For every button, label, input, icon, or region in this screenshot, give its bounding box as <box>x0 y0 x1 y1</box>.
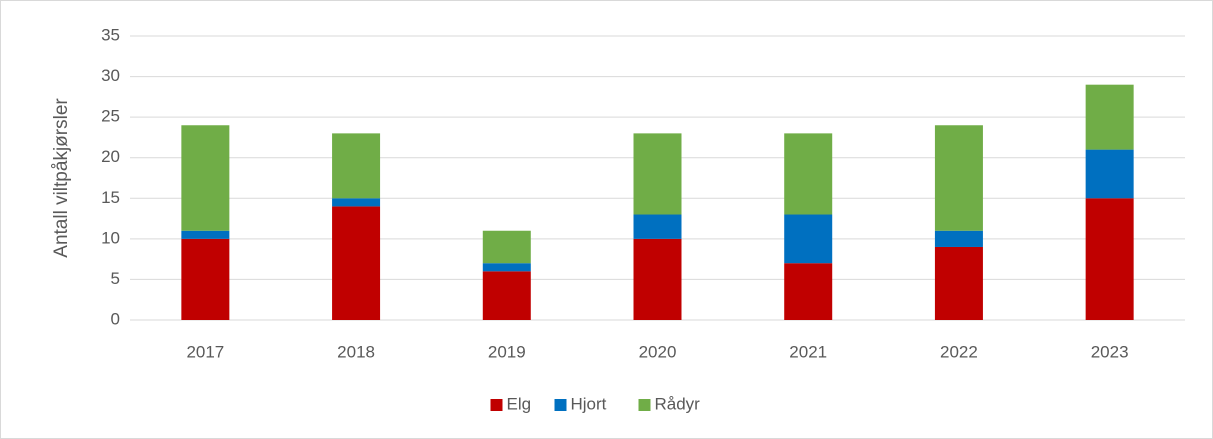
bar-segment <box>934 246 983 320</box>
y-tick-label: 25 <box>101 107 120 126</box>
bar-segment <box>1085 149 1134 199</box>
x-tick-label: 2023 <box>1091 342 1129 361</box>
bar-segment <box>181 230 230 239</box>
bar-segment <box>1085 84 1134 150</box>
x-tick-label: 2022 <box>940 342 978 361</box>
x-tick-label: 2019 <box>488 342 526 361</box>
legend-swatch <box>490 399 503 411</box>
bar-segment <box>633 214 682 239</box>
x-tick-label: 2020 <box>639 342 677 361</box>
y-tick-label: 20 <box>101 147 120 166</box>
x-tick-label: 2018 <box>337 342 375 361</box>
legend-swatch <box>554 399 567 411</box>
legend-label: Rådyr <box>655 394 701 413</box>
bar-segment <box>934 125 983 231</box>
bar-segment <box>332 206 381 320</box>
bar-segment <box>482 263 531 272</box>
y-axis-label: Antall viltpåkjørsler <box>51 98 72 258</box>
x-tick-label: 2017 <box>186 342 224 361</box>
bar-segment <box>784 133 833 215</box>
bar-segment <box>633 133 682 215</box>
legend-label: Hjort <box>571 394 607 413</box>
bar-segment <box>332 198 381 207</box>
y-tick-label: 10 <box>101 228 120 247</box>
legend-label: Elg <box>507 394 532 413</box>
bar-segment <box>784 214 833 264</box>
bar-segment <box>633 238 682 320</box>
bar-segment <box>1085 198 1134 320</box>
legend-swatch <box>638 399 651 411</box>
bar-segment <box>181 238 230 320</box>
bar-segment <box>934 230 983 247</box>
x-tick-label: 2021 <box>789 342 827 361</box>
bar-segment <box>332 133 381 199</box>
y-tick-label: 15 <box>101 188 120 207</box>
y-tick-label: 5 <box>111 269 120 288</box>
bar-segment <box>482 271 531 320</box>
bar-segment <box>482 230 531 264</box>
y-tick-label: 0 <box>111 309 120 328</box>
y-tick-label: 35 <box>101 25 120 44</box>
bar-segment <box>784 263 833 320</box>
y-tick-label: 30 <box>101 66 120 85</box>
bar-segment <box>181 125 230 231</box>
